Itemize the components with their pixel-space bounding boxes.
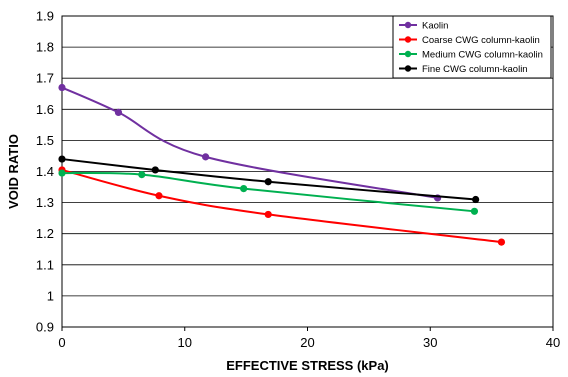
x-tick-label: 30: [423, 335, 437, 350]
legend: Kaolin Coarse CWG column-kaolin Medium CWG…: [392, 15, 552, 79]
data-point: [240, 185, 248, 193]
data-point: [472, 195, 480, 204]
data-point: [58, 83, 66, 92]
x-tick-label: 40: [546, 335, 560, 350]
data-point: [58, 169, 66, 177]
legend-label: Fine CWG column-kaolin: [422, 64, 528, 75]
series-line: [61, 86, 438, 199]
data-point: [114, 108, 123, 117]
y-tick-label: 1.6: [36, 102, 54, 117]
data-point: [202, 153, 210, 161]
y-tick-label: 1.4: [36, 164, 54, 179]
legend-item: Kaolin: [399, 20, 448, 31]
y-tick-label: 0.9: [36, 320, 54, 335]
y-tick-label: 1.9: [36, 9, 54, 24]
legend-label: Medium CWG column-kaolin: [422, 49, 543, 60]
series-line: [61, 158, 476, 201]
series-lines: [58, 83, 506, 246]
legend-swatch-marker: [404, 21, 412, 29]
legend-box: [392, 15, 552, 79]
data-point: [138, 171, 146, 179]
data-point: [264, 210, 272, 219]
legend-item: Medium CWG column-kaolin: [399, 49, 543, 60]
data-point: [470, 207, 479, 215]
legend-label: Kaolin: [422, 20, 448, 31]
y-tick-label: 1.2: [36, 226, 54, 241]
y-tick-label: 1.5: [36, 133, 54, 148]
y-tick-label: 1.8: [36, 40, 54, 55]
y-tick-label: 1.3: [36, 195, 54, 210]
x-axis-title: EFFECTIVE STRESS (kPa): [226, 358, 389, 373]
data-point: [58, 155, 66, 163]
legend-label: Coarse CWG column-kaolin: [422, 35, 540, 46]
legend-swatch-marker: [404, 36, 412, 43]
series-3: [58, 155, 480, 204]
data-point: [155, 192, 163, 200]
data-point: [151, 166, 159, 174]
series-line: [61, 168, 502, 244]
x-tick-label: 20: [300, 335, 314, 350]
legend-swatch-marker: [404, 65, 412, 72]
x-tick-labels: 0 10 20 30 40: [58, 327, 560, 350]
x-tick-label: 0: [58, 335, 65, 350]
y-tick-labels: 0.9 1 1.1 1.2 1.3 1.4 1.5 1.6 1.7 1.8 1.9: [36, 9, 54, 335]
y-tick-label: 1.7: [36, 71, 54, 86]
series-2: [58, 169, 479, 215]
y-axis-title: VOID RATIO: [6, 134, 21, 209]
data-point: [264, 178, 272, 186]
y-tick-label: 1.1: [36, 257, 54, 272]
data-point: [497, 238, 506, 246]
legend-swatch-marker: [404, 50, 412, 58]
series-line: [61, 171, 475, 213]
legend-item: Fine CWG column-kaolin: [399, 64, 528, 75]
y-tick-label: 1: [47, 288, 54, 303]
x-tick-label: 10: [178, 335, 192, 350]
series-0: [58, 83, 442, 202]
legend-item: Coarse CWG column-kaolin: [399, 35, 540, 46]
